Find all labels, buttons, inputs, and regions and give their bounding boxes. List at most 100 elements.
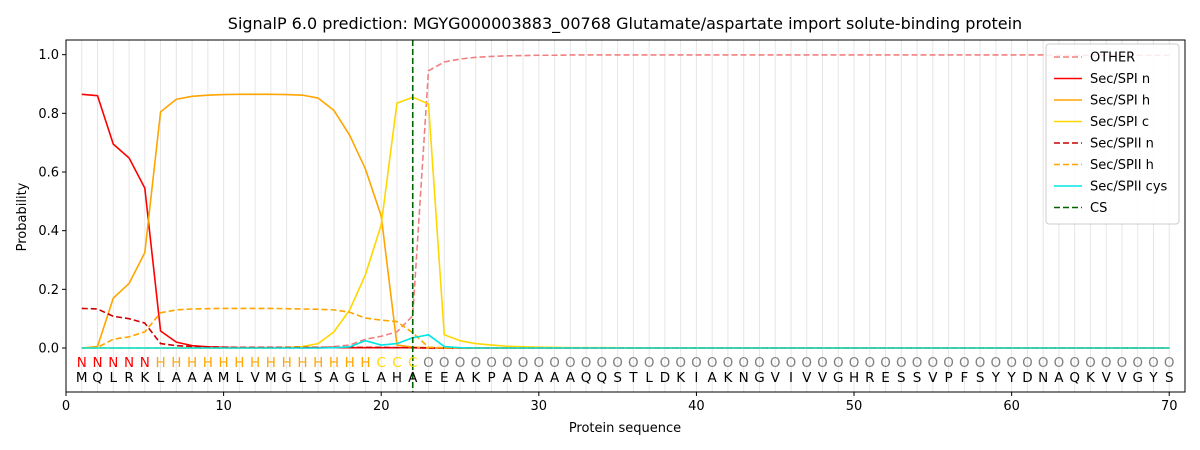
region-label: O — [1038, 355, 1049, 371]
region-label: N — [140, 355, 150, 371]
residue-label: A — [708, 370, 718, 386]
region-label: O — [612, 355, 623, 371]
series-line-sec-spii-cys — [81, 333, 1170, 349]
region-label: N — [77, 355, 87, 371]
region-label: O — [470, 355, 481, 371]
region-label: C — [408, 355, 417, 371]
region-label: O — [1148, 355, 1159, 371]
region-label: O — [817, 355, 828, 371]
region-label: H — [266, 355, 276, 371]
region-label: H — [345, 355, 355, 371]
y-tick-label: 0.8 — [38, 107, 59, 122]
region-label: O — [423, 355, 434, 371]
region-label: O — [833, 355, 844, 371]
residue-label: A — [1054, 370, 1064, 386]
residue-label: K — [724, 370, 734, 386]
residue-label: R — [124, 370, 133, 386]
region-label: O — [486, 355, 497, 371]
residue-label: P — [945, 370, 953, 386]
x-tick-label: 60 — [1003, 399, 1020, 414]
x-tick-label: 70 — [1161, 399, 1178, 414]
region-label: O — [1164, 355, 1175, 371]
residue-label: M — [265, 370, 277, 386]
residue-label: N — [1038, 370, 1048, 386]
region-label: O — [455, 355, 466, 371]
x-tick-label: 40 — [688, 399, 705, 414]
residue-label: V — [251, 370, 261, 386]
y-tick-label: 1.0 — [38, 48, 59, 63]
residue-label: G — [344, 370, 354, 386]
residue-label: P — [487, 370, 495, 386]
residue-label: E — [424, 370, 433, 386]
y-tick-label: 0.2 — [38, 283, 59, 298]
x-tick-label: 50 — [846, 399, 863, 414]
series-line-sec-spi-h — [81, 93, 1170, 349]
residue-label: K — [140, 370, 150, 386]
x-axis-label: Protein sequence — [569, 421, 681, 436]
residue-label: A — [534, 370, 544, 386]
region-label: O — [691, 355, 702, 371]
residue-label: A — [550, 370, 560, 386]
region-label: O — [549, 355, 560, 371]
residue-label: A — [408, 370, 418, 386]
residue-label: A — [203, 370, 213, 386]
residue-label: V — [802, 370, 812, 386]
region-label: H — [155, 355, 165, 371]
region-label: O — [581, 355, 592, 371]
residue-label: S — [976, 370, 985, 386]
region-label: O — [565, 355, 576, 371]
region-label: O — [597, 355, 608, 371]
residue-label: Q — [597, 370, 608, 386]
residue-label: L — [299, 370, 307, 386]
residue-label: L — [110, 370, 118, 386]
legend-label-sec-spii-cys: Sec/SPII cys — [1090, 180, 1168, 195]
region-label: O — [786, 355, 797, 371]
residue-label: Y — [991, 370, 1001, 386]
residue-label: D — [1022, 370, 1032, 386]
region-label: O — [975, 355, 986, 371]
region-label: H — [187, 355, 197, 371]
region-label: O — [1101, 355, 1112, 371]
region-label: N — [108, 355, 118, 371]
residue-label: Q — [92, 370, 103, 386]
x-tick-label: 0 — [62, 399, 70, 414]
region-label: O — [754, 355, 765, 371]
region-label: N — [92, 355, 102, 371]
residue-label: A — [172, 370, 182, 386]
region-label: O — [991, 355, 1002, 371]
region-label: O — [1117, 355, 1128, 371]
x-tick-label: 20 — [373, 399, 390, 414]
series-line-sec-spii-h — [81, 307, 1170, 349]
residue-label: L — [157, 370, 165, 386]
region-label: O — [644, 355, 655, 371]
residue-label: A — [329, 370, 339, 386]
region-label: O — [880, 355, 891, 371]
region-label: C — [376, 355, 385, 371]
region-label: H — [329, 355, 339, 371]
region-label: O — [439, 355, 450, 371]
legend-label-sec-spii-h: Sec/SPII h — [1090, 158, 1154, 173]
region-label: O — [738, 355, 749, 371]
residue-label: F — [960, 370, 968, 386]
region-label: O — [928, 355, 939, 371]
region-label: O — [943, 355, 954, 371]
residue-label: A — [566, 370, 576, 386]
region-label: O — [723, 355, 734, 371]
region-label: O — [849, 355, 860, 371]
y-tick-label: 0.4 — [38, 224, 59, 239]
region-label: H — [234, 355, 244, 371]
residue-label: V — [771, 370, 781, 386]
residue-label: K — [676, 370, 686, 386]
region-label: H — [203, 355, 213, 371]
region-label: O — [518, 355, 529, 371]
residue-label: S — [897, 370, 906, 386]
residue-label: G — [833, 370, 843, 386]
residue-label: G — [754, 370, 764, 386]
residue-label: I — [789, 370, 793, 386]
residue-label: M — [218, 370, 230, 386]
region-label: O — [533, 355, 544, 371]
region-label: C — [392, 355, 401, 371]
residue-label: V — [1117, 370, 1127, 386]
region-label: H — [171, 355, 181, 371]
region-label: N — [124, 355, 134, 371]
